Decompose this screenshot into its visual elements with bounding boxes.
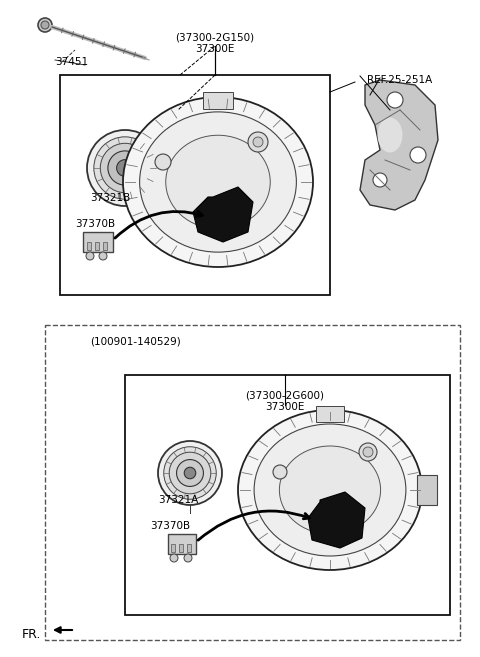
Circle shape xyxy=(363,447,373,457)
Bar xyxy=(87,242,91,250)
Circle shape xyxy=(117,160,133,176)
Circle shape xyxy=(273,465,287,479)
Text: 37370B: 37370B xyxy=(150,521,190,531)
Circle shape xyxy=(100,143,150,193)
Text: 37300E: 37300E xyxy=(265,402,305,412)
Ellipse shape xyxy=(123,97,313,267)
Ellipse shape xyxy=(377,118,403,152)
Circle shape xyxy=(86,252,94,260)
Bar xyxy=(103,242,107,250)
Bar xyxy=(45,325,460,640)
Bar xyxy=(187,544,191,552)
Ellipse shape xyxy=(279,446,381,534)
Text: (37300-2G150): (37300-2G150) xyxy=(175,32,254,42)
Text: 37321B: 37321B xyxy=(90,193,130,203)
Text: (100901-140529): (100901-140529) xyxy=(90,337,181,347)
Circle shape xyxy=(373,173,387,187)
Bar xyxy=(60,75,330,295)
Circle shape xyxy=(410,147,426,163)
Bar xyxy=(179,544,183,552)
Bar xyxy=(203,92,233,109)
Text: FR.: FR. xyxy=(22,628,41,641)
Text: 37451: 37451 xyxy=(55,57,88,67)
Text: 37370B: 37370B xyxy=(75,219,115,229)
Text: REF.25-251A: REF.25-251A xyxy=(367,75,432,85)
Text: 37321A: 37321A xyxy=(158,495,198,505)
Circle shape xyxy=(359,443,377,461)
Circle shape xyxy=(184,467,196,479)
Ellipse shape xyxy=(254,424,406,556)
Circle shape xyxy=(248,132,268,152)
Bar xyxy=(95,242,99,250)
Text: (37300-2G600): (37300-2G600) xyxy=(245,390,324,400)
Bar xyxy=(125,375,450,615)
Bar xyxy=(168,534,196,554)
Bar xyxy=(316,406,344,422)
Ellipse shape xyxy=(166,135,270,229)
Circle shape xyxy=(253,137,263,147)
Circle shape xyxy=(177,459,204,486)
Circle shape xyxy=(38,18,52,32)
Circle shape xyxy=(108,151,142,185)
Polygon shape xyxy=(193,187,253,242)
Bar xyxy=(171,544,175,552)
Circle shape xyxy=(87,130,163,206)
Circle shape xyxy=(99,252,107,260)
Circle shape xyxy=(170,554,178,562)
Circle shape xyxy=(387,92,403,108)
Bar xyxy=(417,475,437,505)
Polygon shape xyxy=(360,80,438,210)
Circle shape xyxy=(41,21,49,29)
Circle shape xyxy=(94,137,156,199)
Circle shape xyxy=(158,441,222,505)
Text: 37300E: 37300E xyxy=(195,44,235,54)
Bar xyxy=(83,232,113,252)
Circle shape xyxy=(169,452,211,494)
Ellipse shape xyxy=(238,410,422,570)
Circle shape xyxy=(164,447,216,499)
Ellipse shape xyxy=(140,112,296,252)
Circle shape xyxy=(155,154,171,170)
Polygon shape xyxy=(308,492,365,548)
Circle shape xyxy=(184,554,192,562)
